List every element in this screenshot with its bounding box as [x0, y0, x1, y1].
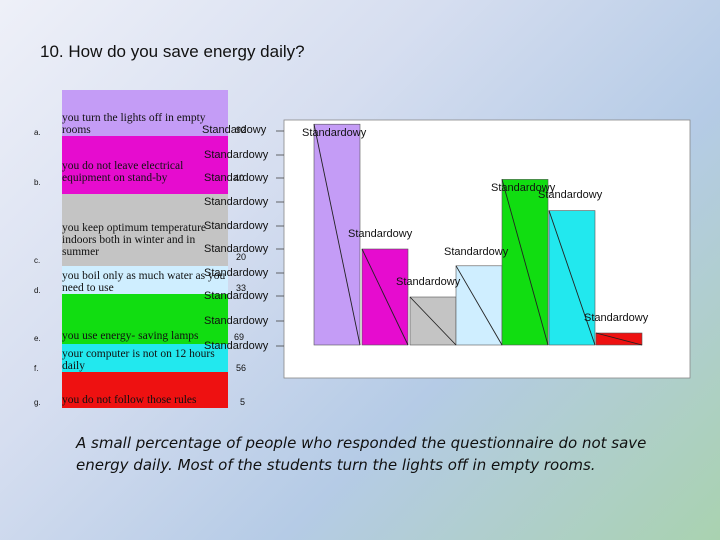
bar-diagonal-line — [595, 332, 643, 346]
bar-diagonal-line — [361, 248, 409, 346]
bar-diagonal-line — [548, 210, 596, 346]
answer-text-a: you turn the lights off in empty rooms — [62, 112, 206, 136]
placeholder-label: Standardowy — [204, 196, 269, 208]
answer-value-g: 5 — [240, 397, 246, 407]
answer-value-a: 92 — [236, 125, 247, 135]
answer-value-f: 56 — [236, 363, 247, 373]
bar-diagonal-line — [313, 124, 361, 346]
placeholder-label: Standardowy — [204, 290, 269, 302]
answer-text-g: you do not follow those rules — [62, 394, 197, 406]
answer-band-b — [62, 136, 228, 194]
placeholder-label: Standardowy — [348, 228, 413, 240]
answer-band-g — [62, 372, 228, 408]
placeholder-label: Standardowy — [538, 189, 603, 201]
answer-value-b: 40 — [234, 173, 245, 183]
answer-band-e — [62, 294, 228, 344]
placeholder-label: Standardowy — [584, 312, 649, 324]
placeholder-label: Standardowy — [491, 182, 556, 194]
placeholder-label: Standardowy — [204, 149, 269, 161]
answer-value-c: 20 — [236, 252, 247, 262]
placeholder-label: Standardowy — [444, 246, 509, 258]
answer-band-a — [62, 90, 228, 136]
placeholder-label: Standardowy — [396, 276, 461, 288]
answer-text-c: you keep optimum temperature indoors bot… — [62, 222, 207, 258]
placeholder-label: Standardowy — [202, 124, 267, 136]
placeholder-label: Standardowy — [204, 340, 269, 352]
answer-letter-d: d. — [34, 286, 41, 295]
placeholder-label: Standardowy — [204, 172, 269, 184]
bar-diagonal-line — [455, 265, 503, 346]
answer-text-b: you do not leave electrical equipment on… — [62, 160, 184, 184]
answer-text-f: your computer is not on 12 hours daily — [62, 348, 215, 372]
slide-title: 10. How do you save energy daily? — [40, 42, 305, 61]
answer-letter-c: c. — [34, 256, 41, 265]
answer-letter-a: a. — [34, 128, 41, 137]
answer-letter-b: b. — [34, 178, 41, 187]
placeholder-label: Standardowy — [204, 243, 269, 255]
slide-caption: A small percentage of people who respond… — [76, 434, 647, 474]
answer-text-e: you use energy- saving lamps — [62, 330, 199, 342]
answer-band-d — [62, 266, 228, 294]
answer-letter-e: e. — [34, 334, 41, 343]
answer-text-d: you boil only as much water as you need … — [62, 270, 226, 294]
answer-band-f — [62, 344, 228, 372]
answer-letter-g: g. — [34, 398, 41, 407]
bar-diagonal-line — [409, 296, 457, 346]
placeholder-label: Standardowy — [204, 315, 269, 327]
placeholder-label: Standardowy — [204, 220, 269, 232]
bar-diagonal-line — [501, 179, 549, 346]
answer-value-d: 33 — [236, 283, 247, 293]
placeholder-label: Standardowy — [302, 127, 367, 139]
placeholder-label: Standardowy — [204, 267, 269, 279]
answer-band-c — [62, 194, 228, 266]
answer-letter-f: f. — [34, 364, 39, 373]
answer-value-e: 69 — [234, 332, 245, 342]
